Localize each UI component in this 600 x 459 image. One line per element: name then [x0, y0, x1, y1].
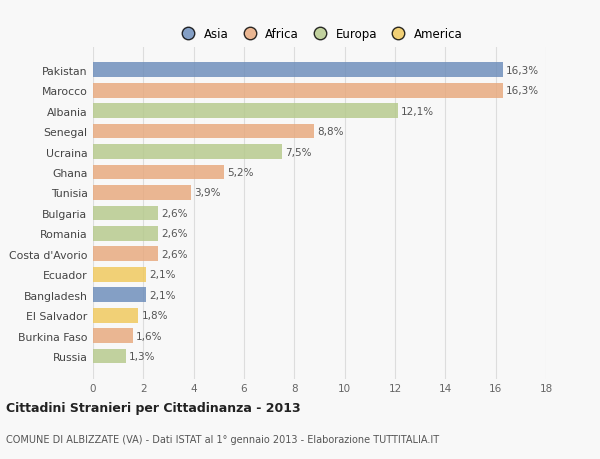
- Text: 2,6%: 2,6%: [161, 229, 188, 239]
- Bar: [93, 165, 224, 180]
- Bar: [93, 349, 126, 364]
- Bar: [93, 206, 158, 221]
- Bar: [93, 124, 314, 139]
- Bar: [93, 308, 139, 323]
- Text: 2,6%: 2,6%: [161, 208, 188, 218]
- Bar: [93, 145, 282, 160]
- Bar: [93, 84, 503, 98]
- Text: 2,6%: 2,6%: [161, 249, 188, 259]
- Text: 1,3%: 1,3%: [129, 351, 155, 361]
- Bar: [93, 104, 398, 119]
- Text: COMUNE DI ALBIZZATE (VA) - Dati ISTAT al 1° gennaio 2013 - Elaborazione TUTTITAL: COMUNE DI ALBIZZATE (VA) - Dati ISTAT al…: [6, 434, 439, 444]
- Text: Cittadini Stranieri per Cittadinanza - 2013: Cittadini Stranieri per Cittadinanza - 2…: [6, 402, 301, 414]
- Text: 16,3%: 16,3%: [506, 86, 539, 96]
- Bar: [93, 267, 146, 282]
- Text: 8,8%: 8,8%: [317, 127, 344, 137]
- Bar: [93, 247, 158, 262]
- Text: 1,8%: 1,8%: [142, 310, 168, 320]
- Bar: [93, 63, 503, 78]
- Bar: [93, 288, 146, 302]
- Bar: [93, 186, 191, 201]
- Text: 12,1%: 12,1%: [401, 106, 434, 117]
- Text: 5,2%: 5,2%: [227, 168, 253, 178]
- Text: 7,5%: 7,5%: [285, 147, 311, 157]
- Text: 16,3%: 16,3%: [506, 66, 539, 76]
- Bar: [93, 226, 158, 241]
- Text: 1,6%: 1,6%: [136, 331, 163, 341]
- Text: 3,9%: 3,9%: [194, 188, 221, 198]
- Legend: Asia, Africa, Europa, America: Asia, Africa, Europa, America: [174, 26, 465, 44]
- Bar: [93, 329, 133, 343]
- Text: 2,1%: 2,1%: [149, 290, 175, 300]
- Text: 2,1%: 2,1%: [149, 270, 175, 280]
